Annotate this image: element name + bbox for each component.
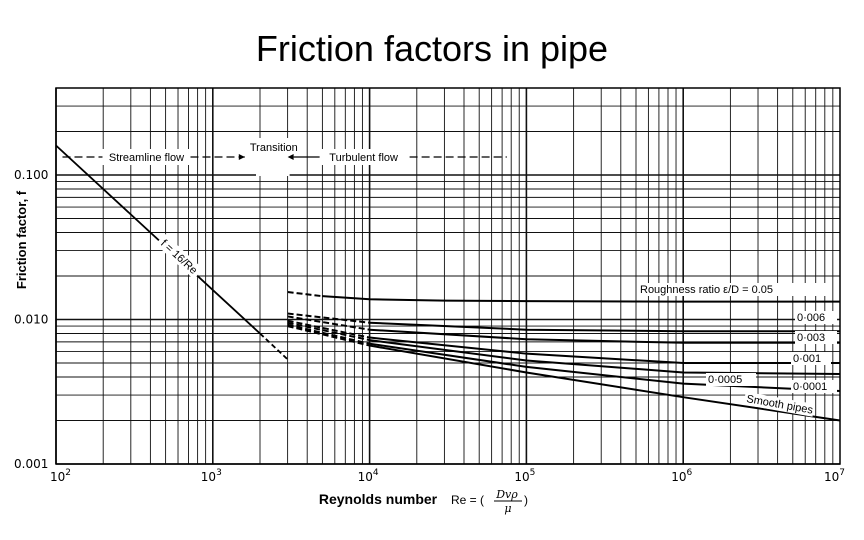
laminar-line bbox=[55, 144, 261, 335]
formula-prefix: Re = ( bbox=[451, 493, 484, 507]
series-label-bg bbox=[743, 391, 815, 417]
y-tick-label: 0.001 bbox=[14, 457, 48, 471]
reynolds-formula: Re = ( Dvρ μ ) bbox=[451, 488, 528, 515]
page-title: Friction factors in pipe bbox=[255, 28, 609, 69]
x-tick-label: 105 bbox=[514, 468, 535, 484]
plot-frame bbox=[55, 87, 841, 465]
series-curve bbox=[322, 295, 840, 303]
laminar-label-bg bbox=[155, 233, 204, 280]
region-label-bg bbox=[100, 149, 193, 165]
y-tick-label: 0.100 bbox=[14, 168, 48, 182]
series-label-bg bbox=[795, 311, 837, 324]
series-transition-segment bbox=[287, 312, 370, 324]
region-label-bg bbox=[317, 149, 410, 165]
series-label-bg bbox=[791, 380, 837, 393]
laminar-dashed-extension bbox=[259, 332, 289, 360]
tick-labels: 0.001 0.010 0.100 102 103 104 105 106 107 bbox=[14, 168, 845, 484]
x-tick-label: 102 bbox=[50, 468, 71, 484]
region-label-transition: Transition bbox=[250, 142, 298, 154]
region-label-turbulent: Turbulent flow bbox=[329, 152, 398, 164]
series-transition-segment bbox=[287, 291, 323, 298]
formula-denominator: μ bbox=[504, 502, 511, 515]
curves bbox=[55, 144, 841, 422]
x-tick-label: 107 bbox=[824, 468, 845, 484]
series-label: Roughness ratio ε/D = 0.05 bbox=[640, 284, 773, 296]
series-label: 0·006 bbox=[797, 312, 825, 324]
y-axis-label: Friction factor, f bbox=[14, 190, 29, 289]
series-curve bbox=[369, 344, 841, 422]
y-tick-label: 0.010 bbox=[14, 312, 48, 326]
series-curve bbox=[369, 339, 841, 375]
region-label-bg bbox=[256, 138, 290, 176]
series-label: 0·003 bbox=[797, 332, 825, 344]
series-transition-segment bbox=[287, 325, 370, 347]
series-label: 0·0005 bbox=[708, 374, 742, 386]
formula-suffix: ) bbox=[524, 493, 528, 507]
series-label-bg bbox=[638, 283, 826, 296]
series-transition-segment bbox=[287, 323, 370, 345]
series-label-bg bbox=[706, 373, 756, 386]
formula-numerator: Dvρ bbox=[495, 488, 518, 501]
x-tick-label: 104 bbox=[358, 468, 379, 484]
series-label: 0·0001 bbox=[793, 381, 827, 393]
x-axis-label: Reynolds number bbox=[319, 491, 438, 507]
series-label-bg bbox=[791, 352, 831, 365]
region-arrowhead bbox=[238, 154, 245, 160]
series-curve bbox=[369, 336, 840, 364]
series-transition-segment bbox=[287, 319, 370, 339]
series-curve bbox=[369, 328, 840, 344]
flow-regions: Streamline flow Transition Turbulent flow bbox=[62, 138, 507, 176]
series-label: 0·001 bbox=[793, 353, 821, 365]
series-curve bbox=[369, 321, 840, 333]
x-tick-label: 106 bbox=[671, 468, 692, 484]
series-label-bg bbox=[795, 331, 837, 344]
series-curve bbox=[369, 342, 841, 393]
x-tick-label: 103 bbox=[201, 468, 222, 484]
series-transition-segment bbox=[287, 321, 370, 342]
series-transition-segment bbox=[287, 315, 370, 331]
region-arrowhead bbox=[287, 154, 294, 160]
region-label-streamline: Streamline flow bbox=[109, 152, 184, 164]
